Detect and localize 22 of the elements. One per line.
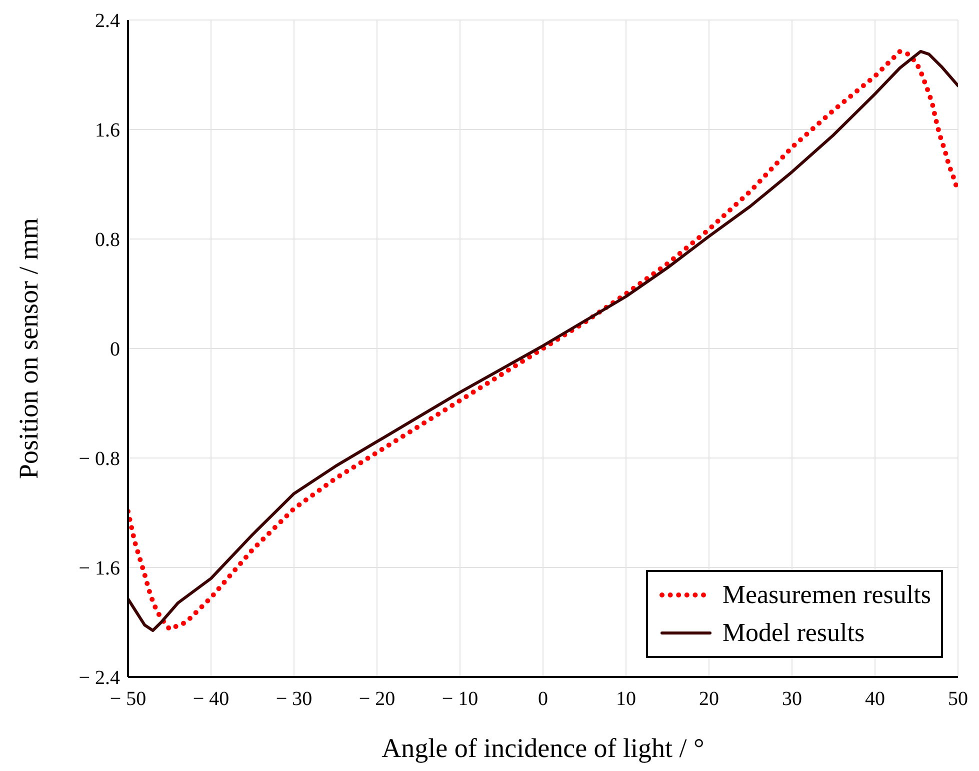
x-tick-label: 10	[616, 688, 636, 710]
x-tick-label: 20	[699, 688, 719, 710]
y-tick-label: 0	[110, 338, 120, 361]
x-tick-label: 40	[865, 688, 885, 710]
x-axis-title: Angle of incidence of light / °	[382, 733, 704, 763]
legend-label: Measuremen results	[722, 580, 931, 610]
x-tick-label: 30	[782, 688, 802, 710]
x-tick-label: 0	[538, 688, 548, 710]
y-tick-label: 0.8	[95, 229, 120, 252]
x-tick-label: 50	[948, 688, 968, 710]
legend-label: Model results	[722, 618, 865, 648]
x-tick-label: − 10	[442, 688, 478, 710]
x-tick-label: − 20	[358, 688, 396, 710]
x-tick-label: − 50	[110, 688, 146, 710]
y-tick-label: 1.6	[95, 120, 120, 142]
x-tick-label: − 40	[192, 688, 230, 710]
y-tick-label: − 0.8	[78, 448, 120, 470]
x-tick-label: − 30	[276, 688, 312, 710]
y-axis-title: Position on sensor / mm	[14, 218, 44, 480]
y-tick-label: 2.4	[95, 10, 120, 32]
y-tick-label: − 2.4	[78, 667, 120, 690]
y-tick-label: − 1.6	[78, 558, 120, 580]
